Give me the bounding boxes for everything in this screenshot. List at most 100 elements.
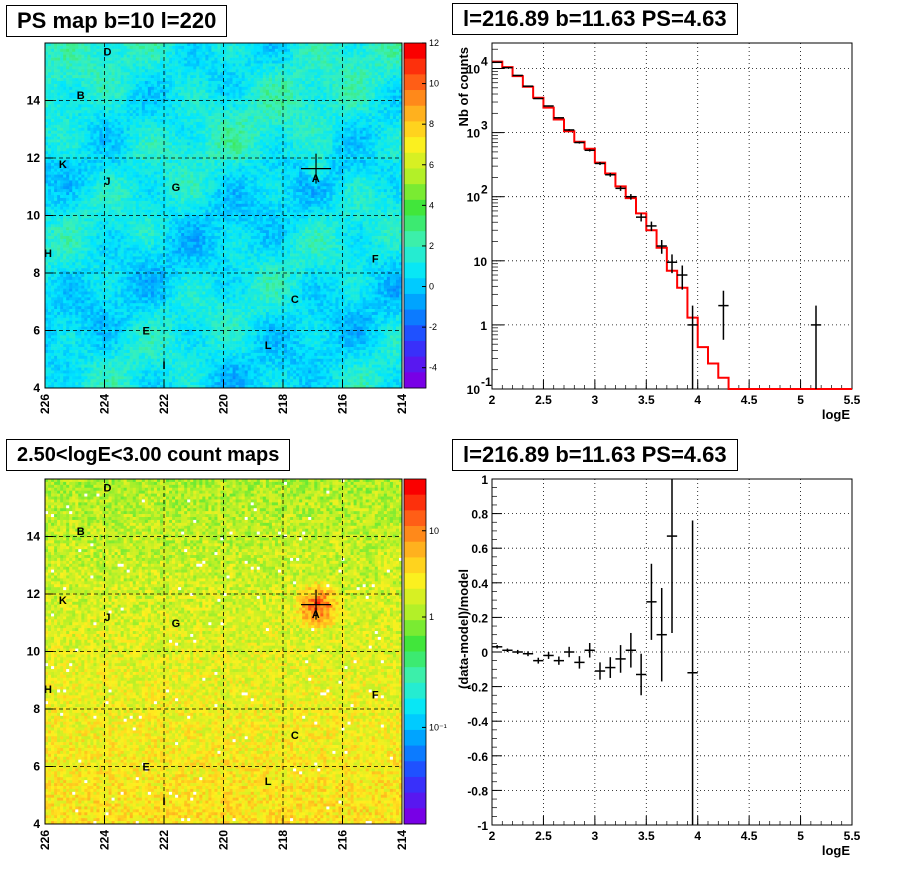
count-map-source-C: C	[291, 730, 299, 742]
residual-ytick-0.4: 0.4	[471, 577, 488, 591]
ps-map-xtick-218: 218	[276, 394, 290, 414]
count-map-xtick-226: 226	[38, 830, 52, 850]
spectrum-xtick-3: 3	[592, 393, 599, 407]
ps-map-ytick-4: 4	[33, 381, 40, 395]
count-map-xtick-218: 218	[276, 830, 290, 850]
spectrum-ytick-exp-10000: 4	[481, 55, 488, 69]
count-map-title: 2.50<logE<3.00 count maps	[6, 439, 291, 471]
residual-xtick-4: 4	[694, 829, 701, 843]
residual-xtick-3.5: 3.5	[638, 829, 655, 843]
count-map-ytick-4: 4	[33, 817, 40, 831]
spectrum-xtick-4: 4	[694, 393, 701, 407]
count-map-xtick-216: 216	[336, 830, 350, 850]
spectrum-xlabel: logE	[822, 407, 850, 422]
residual-ytick-0: 0	[481, 646, 488, 660]
count-map-cbtick-0: 10	[429, 526, 439, 536]
residual-title: l=216.89 b=11.63 PS=4.63	[452, 439, 738, 471]
ps-map-cbtick-0: 0	[429, 282, 434, 292]
ps-map-xtick-222: 222	[157, 394, 171, 414]
ps-map-source-E: E	[142, 326, 149, 338]
count-map-plot	[44, 478, 403, 825]
ps-map-source-H: H	[44, 248, 52, 260]
ps-map-xtick-216: 216	[336, 394, 350, 414]
spectrum-ytick-10: 10	[474, 255, 488, 269]
count-map-ytick-6: 6	[33, 760, 40, 774]
residual-plot	[491, 478, 853, 826]
count-map-xtick-224: 224	[98, 830, 112, 850]
residual-ytick-0.2: 0.2	[471, 611, 488, 625]
count-map-colorbar	[403, 478, 427, 825]
residual-ytick-0.8: 0.8	[471, 508, 488, 522]
spectrum-xtick-4.5: 4.5	[741, 393, 758, 407]
count-map-grid	[44, 479, 403, 825]
ps-map-cbtick-2: 2	[429, 241, 434, 251]
spectrum-frame	[491, 42, 853, 390]
count-map-source-J: J	[104, 612, 110, 624]
ps-map-cbtick--2: -2	[429, 322, 437, 332]
count-map-source-F: F	[372, 690, 379, 702]
count-map-xtick-222: 222	[157, 830, 171, 850]
spectrum-model-line	[492, 60, 852, 390]
spectrum-xtick-3.5: 3.5	[638, 393, 655, 407]
ps-map-source-F: F	[372, 254, 379, 266]
spectrum-ytick-1: 1	[480, 319, 487, 333]
count-map-ytick-12: 12	[27, 587, 41, 601]
ps-map-colorbar	[403, 42, 427, 389]
residual-ytick-0.6: 0.6	[471, 542, 488, 556]
ps-map-ytick-14: 14	[27, 94, 41, 108]
ps-map-cbtick--4: -4	[429, 363, 437, 373]
spectrum-ytick-10000: 10	[467, 63, 481, 77]
residual-ytick--0.4: -0.4	[467, 715, 488, 729]
count-map-source-K: K	[59, 595, 67, 607]
count-map-source-G: G	[172, 618, 181, 630]
count-map-source-A: A	[312, 609, 320, 621]
count-map-ytick-10: 10	[27, 645, 41, 659]
residual-xtick-2: 2	[489, 829, 496, 843]
ps-map-source-C: C	[291, 294, 299, 306]
spectrum-ytick-exp-100: 2	[481, 183, 488, 197]
spectrum-ylabel: Nb of counts	[456, 47, 471, 126]
ps-map-source-I: I	[162, 360, 165, 372]
ps-map-cbtick-8: 8	[429, 119, 434, 129]
spectrum-xtick-5: 5	[797, 393, 804, 407]
ps-map-xtick-214: 214	[395, 394, 409, 414]
count-map-cbtick-2: 10⁻¹	[429, 722, 447, 732]
ps-map-source-G: G	[172, 182, 181, 194]
ps-map-source-L: L	[265, 340, 272, 352]
ps-map-xtick-224: 224	[98, 394, 112, 414]
ps-map-ytick-6: 6	[33, 324, 40, 338]
ps-map-grid	[44, 43, 403, 389]
residual-xtick-5.5: 5.5	[844, 829, 861, 843]
ps-map-source-A: A	[312, 173, 320, 185]
ps-map-plot	[44, 42, 403, 389]
residual-xtick-2.5: 2.5	[535, 829, 552, 843]
spectrum-ytick-exp-1000: 3	[481, 119, 488, 133]
spectrum-ytick-1000: 10	[467, 127, 481, 141]
count-map-source-B: B	[77, 526, 85, 538]
ps-map-ytick-10: 10	[27, 209, 41, 223]
ps-map-xtick-226: 226	[38, 394, 52, 414]
ps-map-source-B: B	[77, 90, 85, 102]
residual-ylabel: (data-model)/model	[456, 569, 471, 689]
residual-ytick--0.8: -0.8	[467, 784, 488, 798]
ps-map-ytick-12: 12	[27, 151, 41, 165]
residual-xlabel: logE	[822, 843, 850, 858]
spectrum-ytick-exp-0.1: -1	[481, 375, 492, 389]
spectrum-ytick-0.1: 10	[467, 383, 481, 397]
ps-map-cbtick-10: 10	[429, 79, 439, 89]
count-map-xtick-214: 214	[395, 830, 409, 850]
residual-ytick-1: 1	[481, 473, 488, 487]
residual-ytick--0.2: -0.2	[467, 681, 488, 695]
spectrum-plot	[491, 42, 853, 390]
ps-map-source-D: D	[103, 47, 111, 59]
residual-ytick--0.6: -0.6	[467, 750, 488, 764]
spectrum-xtick-2.5: 2.5	[535, 393, 552, 407]
count-map-ytick-14: 14	[27, 530, 41, 544]
residual-xtick-4.5: 4.5	[741, 829, 758, 843]
count-map-xtick-220: 220	[217, 830, 231, 850]
residual-xtick-3: 3	[592, 829, 599, 843]
count-map-source-L: L	[265, 776, 272, 788]
ps-map-cbtick-4: 4	[429, 200, 434, 210]
count-map-source-H: H	[44, 684, 52, 696]
